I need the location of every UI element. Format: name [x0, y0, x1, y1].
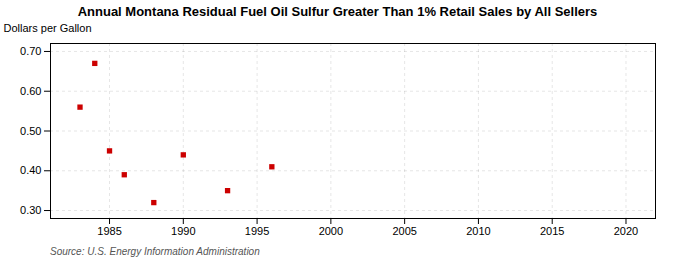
svg-text:0.30: 0.30: [20, 204, 41, 216]
svg-text:0.60: 0.60: [20, 85, 41, 97]
html-text:Source: U.S. Energy Informatio: Source: U.S. Energy Information Administ…: [50, 246, 260, 257]
svg-text:0.40: 0.40: [20, 164, 41, 176]
svg-text:2010: 2010: [466, 225, 490, 237]
svg-text:1990: 1990: [171, 225, 195, 237]
svg-text:1985: 1985: [97, 225, 121, 237]
svg-text:2020: 2020: [614, 225, 638, 237]
svg-text:2005: 2005: [392, 225, 416, 237]
svg-text:Dollars per Gallon: Dollars per Gallon: [4, 22, 92, 34]
svg-text:2015: 2015: [540, 225, 564, 237]
svg-text:2000: 2000: [319, 225, 343, 237]
svg-text:0.50: 0.50: [20, 125, 41, 137]
svg-text:0.70: 0.70: [20, 45, 41, 57]
svg-text:1995: 1995: [245, 225, 269, 237]
html-text:Annual Montana Residual Fuel O: Annual Montana Residual Fuel Oil Sulfur …: [77, 4, 598, 19]
